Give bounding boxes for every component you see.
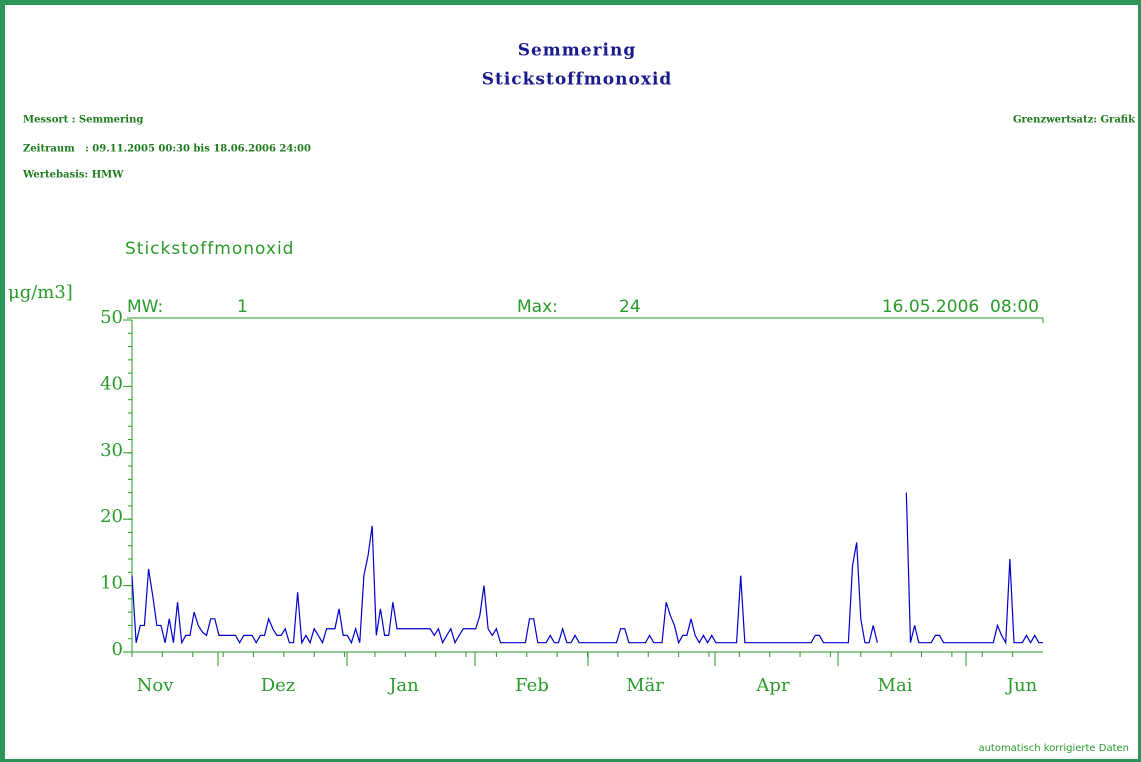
- max-label: Max:: [517, 297, 558, 317]
- chart: Semmering Stickstoffmonoxid Messort : Se…: [8, 41, 1136, 755]
- y-axis-label: μg/m3]: [8, 282, 73, 303]
- y-tick-label: 30: [100, 440, 123, 461]
- chart-subtitle: Stickstoffmonoxid: [482, 70, 673, 90]
- info-limit: Grenzwertsatz: Grafik: [1013, 115, 1136, 126]
- chart-title: Semmering: [518, 41, 637, 61]
- plot-title: Stickstoffmonoxid: [125, 239, 294, 259]
- y-tick-label: 50: [100, 307, 123, 328]
- y-tick-label: 40: [100, 373, 123, 394]
- x-tick-label: Mär: [626, 675, 664, 696]
- x-tick-label: Apr: [755, 675, 790, 696]
- mean-label: MW:: [127, 297, 163, 317]
- footnote: automatisch korrigierte Daten: [978, 743, 1129, 754]
- x-tick-label: Mai: [878, 675, 913, 696]
- info-period: Zeitraum : 09.11.2005 00:30 bis 18.06.20…: [23, 144, 311, 155]
- x-tick-label: Jun: [1005, 675, 1038, 696]
- y-tick-label: 20: [100, 506, 123, 527]
- info-basis: Wertebasis: HMW: [22, 170, 124, 181]
- info-location: Messort : Semmering: [23, 115, 143, 126]
- data-line: [131, 492, 1043, 645]
- x-tick-label: Nov: [137, 675, 175, 696]
- max-value: 24: [619, 297, 641, 317]
- x-tick-label: Jan: [387, 675, 419, 696]
- x-tick-label: Dez: [261, 675, 296, 696]
- y-tick-label: 10: [100, 573, 123, 594]
- max-time: 16.05.2006 08:00: [882, 297, 1039, 317]
- x-tick-label: Feb: [515, 675, 549, 696]
- y-tick-label: 0: [112, 639, 123, 660]
- mean-value: 1: [237, 297, 248, 317]
